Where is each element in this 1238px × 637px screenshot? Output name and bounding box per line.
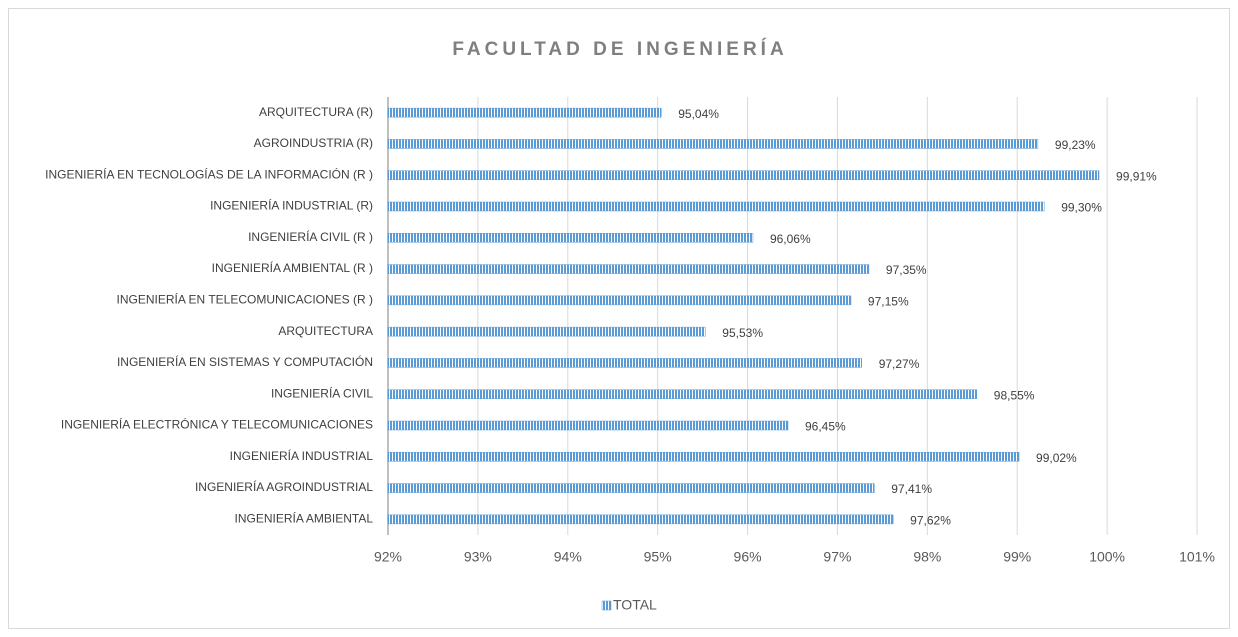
x-tick-label: 93%	[464, 549, 492, 565]
y-tick-label: INGENIERÍA EN SISTEMAS Y COMPUTACIÓN	[117, 354, 373, 369]
data-label: 99,91%	[1116, 169, 1157, 183]
bar	[387, 420, 789, 431]
x-tick-label: 101%	[1179, 549, 1215, 565]
legend-label: TOTAL	[613, 597, 657, 613]
y-tick-label: INGENIERÍA INDUSTRIAL	[230, 448, 374, 463]
bar	[387, 107, 662, 118]
chart-border	[8, 8, 1230, 629]
y-tick-label: INGENIERÍA AMBIENTAL (R )	[212, 260, 373, 275]
data-label: 97,62%	[910, 514, 951, 528]
data-label: 95,04%	[678, 107, 719, 121]
y-tick-label: INGENIERÍA CIVIL	[271, 385, 373, 400]
bar	[387, 514, 894, 525]
data-label: 96,06%	[770, 232, 811, 246]
x-tick-label: 99%	[1003, 549, 1031, 565]
y-tick-label: INGENIERÍA EN TECNOLOGÍAS DE LA INFORMAC…	[45, 166, 373, 181]
data-label: 95,53%	[722, 326, 763, 340]
data-label: 96,45%	[805, 420, 846, 434]
bar	[387, 264, 870, 274]
y-tick-label: INGENIERÍA ELECTRÓNICA Y TELECOMUNICACIO…	[61, 417, 373, 432]
data-label: 99,02%	[1036, 451, 1077, 465]
x-tick-label: 95%	[644, 549, 672, 565]
legend-swatch	[601, 600, 612, 611]
bar	[387, 295, 852, 306]
bar	[387, 452, 1020, 462]
x-tick-label: 100%	[1089, 549, 1125, 565]
data-label: 97,41%	[891, 482, 932, 496]
data-label: 97,15%	[868, 295, 909, 309]
y-tick-label: AGROINDUSTRIA (R)	[254, 136, 373, 150]
bar	[387, 233, 754, 243]
data-label: 99,23%	[1055, 138, 1096, 152]
y-tick-label: INGENIERÍA INDUSTRIAL (R)	[210, 198, 373, 213]
bar	[387, 326, 706, 337]
y-tick-label: INGENIERÍA CIVIL (R )	[248, 229, 373, 244]
x-tick-label: 96%	[734, 549, 762, 565]
data-label: 98,55%	[994, 388, 1035, 402]
bar	[387, 358, 862, 368]
data-label: 99,30%	[1061, 201, 1102, 215]
y-tick-label: ARQUITECTURA (R)	[259, 105, 373, 119]
bar	[387, 170, 1100, 180]
data-label: 97,27%	[879, 357, 920, 371]
data-label: 97,35%	[886, 263, 927, 277]
bar	[387, 201, 1045, 212]
y-tick-label: ARQUITECTURA	[278, 324, 373, 338]
bar	[387, 483, 875, 493]
y-tick-label: INGENIERÍA AGROINDUSTRIAL	[195, 479, 373, 494]
chart-title: FACULTAD DE INGENIERÍA	[452, 38, 787, 60]
y-tick-label: INGENIERÍA EN TELECOMUNICACIONES (R )	[117, 292, 373, 307]
x-tick-label: 97%	[823, 549, 851, 565]
x-tick-label: 94%	[554, 549, 582, 565]
y-tick-label: INGENIERÍA AMBIENTAL	[235, 511, 374, 526]
bar	[387, 139, 1039, 149]
x-tick-label: 92%	[374, 549, 402, 565]
x-tick-label: 98%	[913, 549, 941, 565]
bar	[387, 389, 978, 399]
